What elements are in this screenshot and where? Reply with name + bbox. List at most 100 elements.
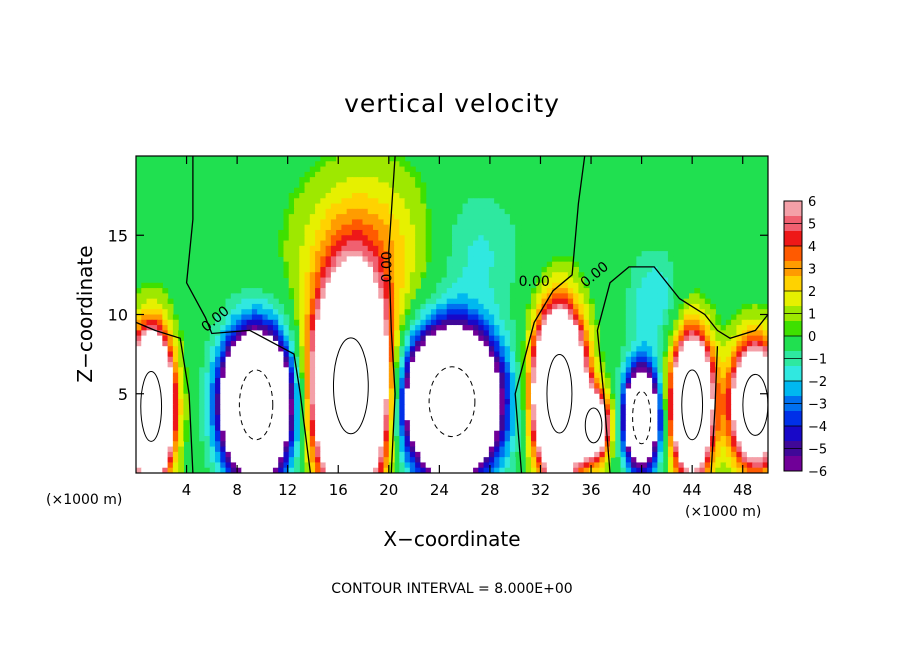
field-cell (299, 208, 306, 215)
field-cell (520, 346, 527, 353)
field-cell (430, 351, 437, 358)
field-cell (341, 325, 348, 331)
field-cell (562, 377, 569, 384)
field-cell (341, 425, 348, 432)
field-cell (541, 393, 548, 400)
field-cell (641, 261, 648, 268)
field-cell (304, 351, 311, 358)
field-cell (320, 457, 327, 464)
field-cell (467, 314, 474, 321)
field-cell (588, 367, 595, 374)
field-cell (615, 446, 622, 453)
field-cell (504, 462, 511, 469)
field-cell (325, 288, 332, 294)
field-cell (673, 293, 680, 300)
field-cell (288, 457, 295, 464)
field-cell (504, 325, 511, 331)
field-cell (351, 346, 358, 353)
field-cell (731, 467, 737, 473)
field-cell (552, 430, 558, 437)
field-cell (336, 330, 342, 337)
field-cell (678, 372, 685, 379)
field-cell (531, 383, 537, 390)
field-cell (367, 346, 374, 353)
field-cell (557, 288, 564, 294)
field-cell (694, 414, 701, 421)
field-cell (462, 420, 469, 427)
field-cell (209, 383, 216, 390)
field-cell (473, 235, 479, 242)
field-cell (436, 377, 443, 384)
field-cell (378, 420, 385, 427)
field-cell (288, 451, 295, 458)
field-cell (704, 414, 711, 421)
field-cell (136, 409, 142, 416)
field-cell (362, 161, 369, 168)
field-cell (652, 303, 658, 310)
field-cell (283, 208, 290, 215)
field-cell (267, 356, 274, 363)
field-cell (436, 425, 443, 432)
field-cell (336, 277, 342, 284)
field-cell (536, 393, 543, 400)
field-cell (715, 457, 722, 464)
field-cell (309, 240, 316, 247)
field-cell (757, 388, 764, 395)
field-cell (267, 462, 274, 469)
field-cell (257, 330, 263, 337)
field-cell (546, 441, 553, 448)
field-cell (267, 309, 274, 316)
field-cell (504, 399, 511, 405)
field-cell (167, 367, 174, 374)
field-cell (488, 446, 495, 453)
field-cell (325, 393, 332, 400)
field-cell (446, 441, 453, 448)
field-cell (251, 282, 258, 289)
field-cell (536, 414, 543, 421)
field-cell (267, 319, 274, 326)
field-cell (683, 388, 690, 395)
field-cell (746, 330, 753, 337)
field-cell (483, 272, 490, 279)
field-cell (446, 425, 453, 432)
field-cell (531, 441, 537, 448)
field-cell (573, 288, 579, 294)
field-cell (704, 298, 711, 305)
field-cell (346, 399, 353, 405)
field-cell (752, 325, 759, 331)
field-cell (757, 303, 764, 310)
field-cell (394, 266, 400, 273)
field-cell (483, 362, 490, 368)
field-cell (762, 319, 768, 326)
field-cell (141, 383, 148, 390)
field-cell (373, 261, 379, 268)
field-cell (673, 414, 680, 421)
field-cell (578, 282, 585, 289)
field-cell (330, 203, 337, 210)
field-cell (315, 404, 321, 411)
field-cell (378, 282, 385, 289)
field-cell (757, 436, 764, 442)
colorbar-swatch (784, 291, 802, 307)
field-cell (394, 229, 400, 236)
field-cell (467, 367, 474, 374)
field-cell (715, 372, 722, 379)
field-cell (752, 430, 759, 437)
colorbar-swatch (784, 336, 802, 352)
field-cell (225, 298, 232, 305)
field-cell (362, 251, 369, 257)
field-cell (178, 383, 184, 390)
field-cell (752, 414, 759, 421)
field-cell (452, 351, 458, 358)
field-cell (494, 261, 500, 268)
field-cell (346, 266, 353, 273)
field-cell (336, 166, 342, 173)
field-cell (330, 277, 337, 284)
field-cell (762, 414, 768, 421)
field-cell (315, 467, 321, 473)
field-cell (509, 224, 516, 231)
field-cell (241, 309, 248, 316)
field-cell (162, 420, 169, 427)
field-cell (394, 256, 400, 263)
field-cell (573, 399, 579, 405)
